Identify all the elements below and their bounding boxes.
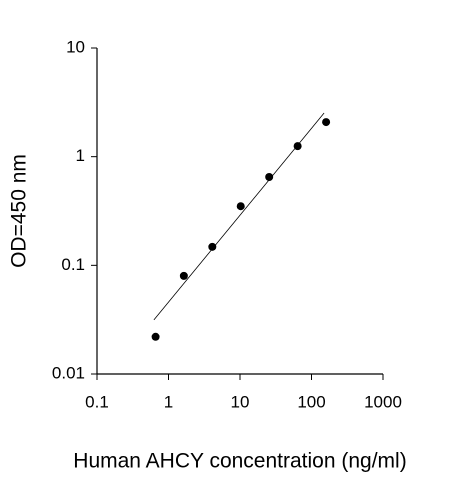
data-point	[322, 118, 331, 127]
x-tick-label: 10	[231, 392, 250, 411]
data-point	[293, 142, 302, 151]
data-point	[236, 202, 245, 211]
x-tick-label: 0.1	[85, 392, 109, 411]
data-point	[208, 242, 217, 251]
y-tick-label: 10	[66, 37, 85, 56]
x-tick-label: 1	[164, 392, 173, 411]
y-axis-title: OD=450 nm	[8, 154, 31, 268]
y-tick-label: 0.01	[52, 363, 85, 382]
x-tick-label: 100	[297, 392, 325, 411]
data-point	[151, 332, 160, 341]
y-tick-label: 0.1	[61, 255, 85, 274]
data-point	[265, 172, 274, 181]
x-axis-title: Human AHCY concentration (ng/ml)	[73, 450, 406, 473]
y-tick-label: 1	[76, 146, 85, 165]
data-point	[179, 271, 188, 280]
x-tick-label: 1000	[364, 392, 402, 411]
